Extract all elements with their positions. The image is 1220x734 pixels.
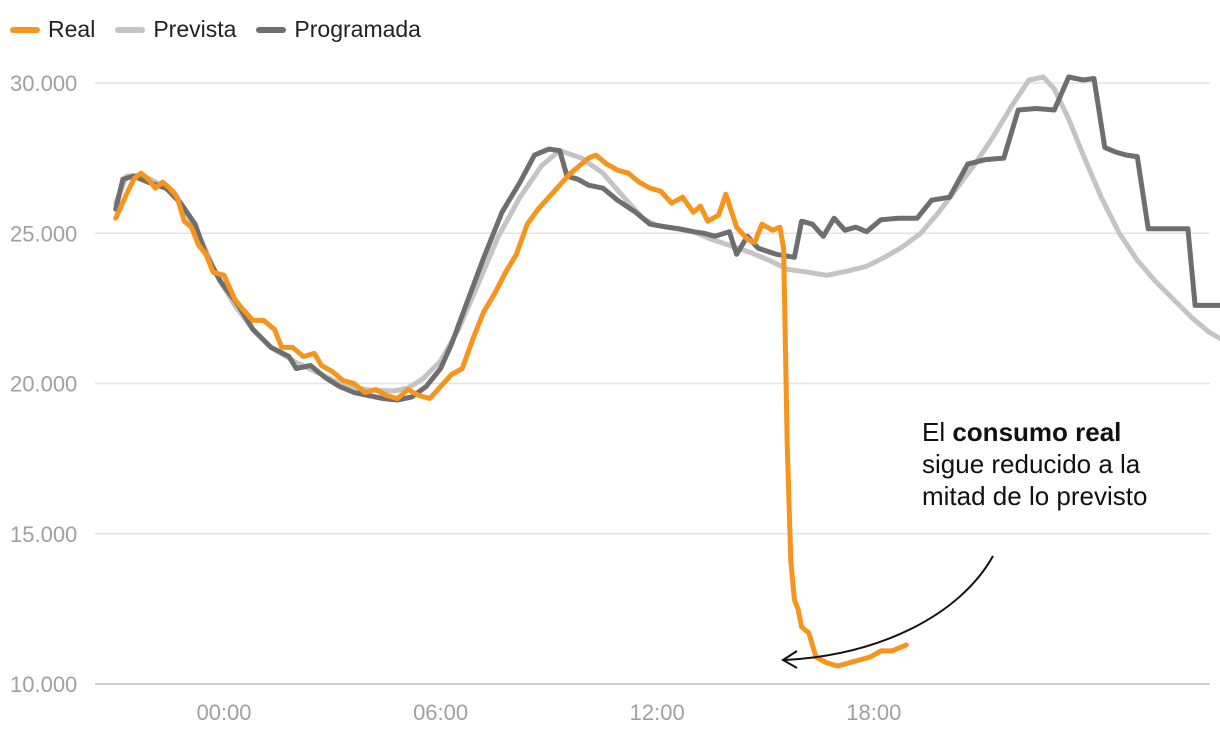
x-axis: 00:00 06:00 12:00 18:00	[196, 700, 901, 725]
legend-swatch-prevista	[115, 26, 146, 33]
y-axis: 10.000 15.000 20.000 25.000 30.000	[10, 71, 77, 697]
annotation-bold: consumo real	[952, 417, 1122, 447]
series-lines	[113, 74, 1220, 669]
annotation-arrowhead	[781, 650, 798, 669]
x-tick-label: 18:00	[846, 700, 901, 725]
annotation-arrow	[781, 555, 994, 669]
legend-swatch-real	[10, 26, 40, 33]
gridlines	[95, 82, 1210, 685]
y-tick-label: 10.000	[10, 672, 77, 697]
y-tick-label: 25.000	[10, 221, 77, 246]
annotation-pre: El	[922, 417, 953, 447]
series-line-real	[113, 152, 909, 669]
legend-label-prevista: Prevista	[153, 16, 237, 42]
y-tick-label: 30.000	[10, 71, 77, 96]
legend-swatch-programada	[256, 26, 287, 33]
x-tick-label: 00:00	[196, 700, 251, 725]
x-tick-label: 12:00	[630, 700, 685, 725]
y-tick-label: 20.000	[10, 372, 77, 397]
legend-label-programada: Programada	[294, 16, 421, 42]
legend-item-real: Real	[10, 16, 95, 43]
legend-item-prevista: Prevista	[115, 16, 236, 43]
y-tick-label: 15.000	[10, 522, 77, 547]
legend: Real Prevista Programada	[10, 16, 421, 43]
series-line-programada	[113, 74, 1220, 403]
annotation-text: El consumo real sigue reducido a la mita…	[922, 416, 1182, 512]
legend-label-real: Real	[48, 16, 96, 42]
annotation-post: sigue reducido a la mitad de lo previsto	[922, 449, 1148, 511]
annotation-arrow-path	[784, 555, 994, 661]
legend-item-programada: Programada	[256, 16, 421, 43]
x-tick-label: 06:00	[413, 700, 468, 725]
